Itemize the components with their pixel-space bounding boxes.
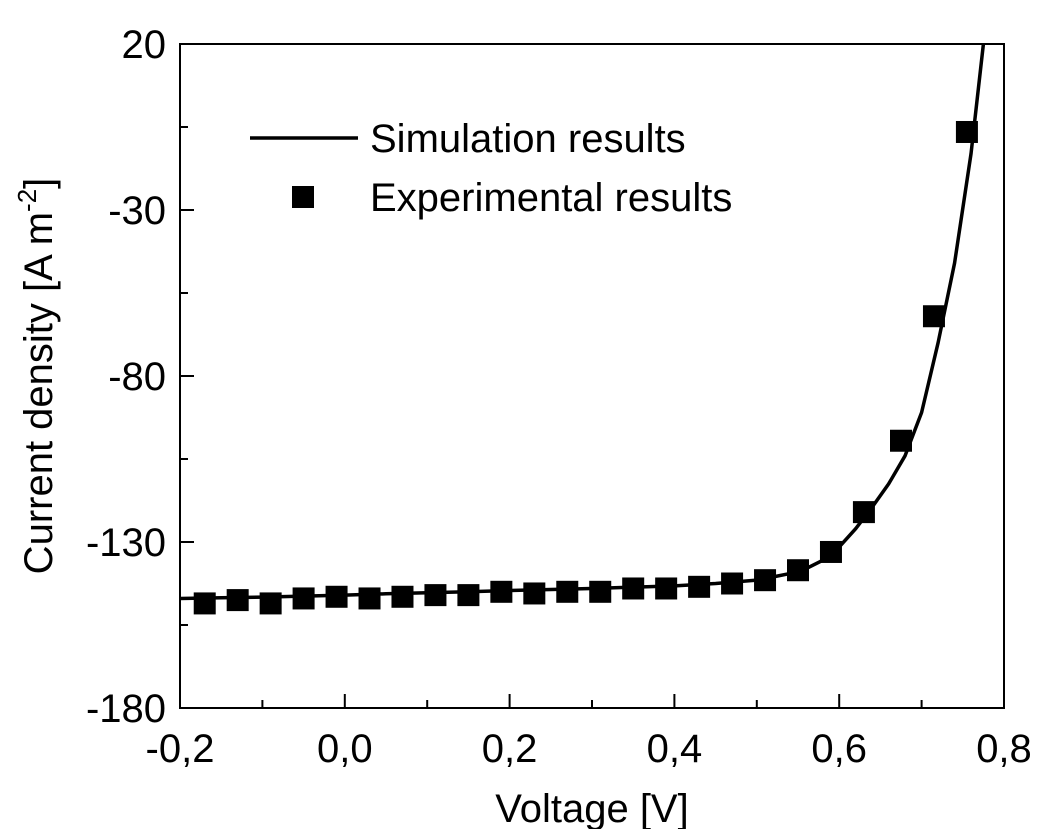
experimental-point [193,592,216,615]
experimental-point [490,580,513,603]
series-layer [179,43,986,615]
x-tick-label: 0,6 [811,727,867,771]
experimental-point [457,584,480,607]
x-tick-label: 0,4 [647,727,703,771]
experimental-point [922,305,945,328]
experimental-point [819,540,842,563]
experimental-point [688,575,711,598]
experimental-point [589,580,612,603]
experimental-point [226,589,249,612]
y-tick-label: -130 [86,521,166,565]
y-axis-ticks: -180 -130 -80 -30 20 [86,23,194,731]
y-tick-label: -180 [86,687,166,731]
x-tick-label: 0,0 [317,727,373,771]
experimental-point [556,580,579,603]
experimental-point [955,120,978,143]
experimental-point [292,587,315,610]
experimental-point [523,582,546,605]
experimental-point [424,584,447,607]
experimental-point [391,585,414,608]
experimental-point [754,569,777,592]
experimental-point [852,501,875,524]
experimental-point [721,572,744,595]
y-tick-label: -30 [108,189,166,233]
experimental-point [655,577,678,600]
x-axis-ticks: -0,2 0,0 0,2 0,4 0,6 0,8 [146,694,1032,771]
experimental-point [325,585,348,608]
x-tick-label: 0,2 [482,727,538,771]
y-tick-label: -80 [108,355,166,399]
x-tick-label: -0,2 [146,727,215,771]
legend-label-simulation: Simulation results [370,117,686,161]
experimental-point [890,429,912,452]
experimental-point [259,592,282,615]
y-axis-title-main: Current density [A m [17,212,61,574]
x-tick-label: 0,8 [976,727,1032,771]
y-tick-label: 20 [122,23,167,67]
legend: Simulation results Experimental results [250,117,732,220]
y-axis-title-superscript: -2 [12,189,42,212]
experimental-point [622,577,645,600]
y-axis-title: Current density [A m-2] [12,178,61,575]
experimental-point [787,559,809,582]
experimental-point [358,587,381,610]
y-axis-title-suffix: ] [17,178,61,189]
legend-square-marker [292,186,314,208]
x-axis-title: Voltage [V] [495,787,688,829]
legend-label-experimental: Experimental results [370,176,732,220]
